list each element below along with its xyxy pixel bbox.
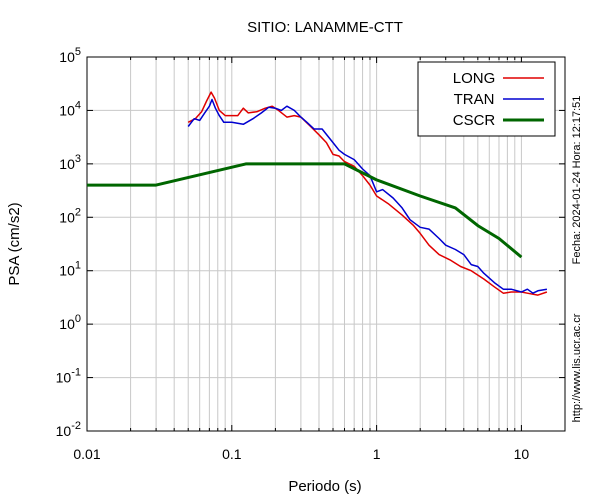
legend-label-tran: TRAN [454,91,495,108]
plot-frame [86,56,566,432]
legend: LONG TRAN CSCR [417,61,556,137]
y-tick-label: 101 [59,260,81,279]
axis-ticks: 0.01 0.1 1 10 10-2 10-1 100 101 102 103 104 105 [56,46,566,462]
source-url-label: http://www.lis.ucr.ac.cr [571,313,583,422]
x-tick-label: 0.1 [222,446,242,462]
timestamp-label: Fecha: 2024-01-24 Hora: 12:17:51 [571,96,583,265]
y-tick-label: 103 [59,153,81,172]
series-line-cscr [87,162,523,259]
y-tick-label: 102 [59,206,81,225]
legend-label-cscr: CSCR [453,112,496,129]
x-tick-label: 0.01 [73,446,100,462]
y-tick-label: 104 [59,99,81,118]
x-axis-label: Periodo (s) [288,478,361,495]
y-tick-label: 10-1 [56,367,81,386]
y-tick-label: 100 [59,313,81,332]
x-tick-label: 1 [373,446,381,462]
legend-label-long: LONG [453,70,496,87]
y-axis-label: PSA (cm/s2) [6,202,23,285]
y-tick-label: 10-2 [56,420,81,439]
x-tick-label: 10 [514,446,530,462]
series-line-long [187,91,548,296]
series-line-tran [187,98,548,294]
chart-title: SITIO: LANAMME-CTT [247,19,403,36]
series-lines [87,91,548,296]
y-tick-label: 105 [59,46,81,65]
